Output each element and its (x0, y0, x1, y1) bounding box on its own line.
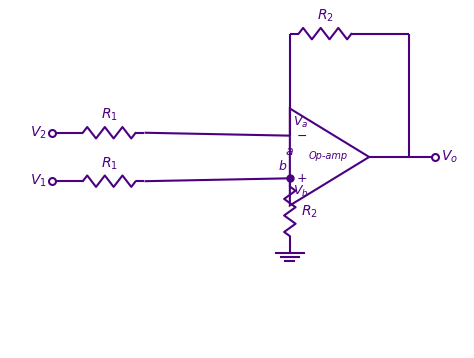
Text: $R_2$: $R_2$ (317, 8, 334, 24)
Text: $V_1$: $V_1$ (30, 173, 46, 189)
Text: $R_2$: $R_2$ (301, 203, 318, 219)
Text: $V_b$: $V_b$ (293, 184, 309, 199)
Text: $R_1$: $R_1$ (101, 107, 118, 123)
Text: $R_1$: $R_1$ (101, 155, 118, 171)
Text: $V_a$: $V_a$ (293, 115, 309, 130)
Text: $V_o$: $V_o$ (440, 149, 457, 165)
Text: Op-amp: Op-amp (309, 151, 347, 161)
Text: $-$: $-$ (296, 129, 308, 142)
Text: b: b (278, 160, 286, 173)
Text: a: a (285, 145, 293, 158)
Text: $+$: $+$ (296, 172, 308, 185)
Text: $V_2$: $V_2$ (30, 125, 46, 141)
